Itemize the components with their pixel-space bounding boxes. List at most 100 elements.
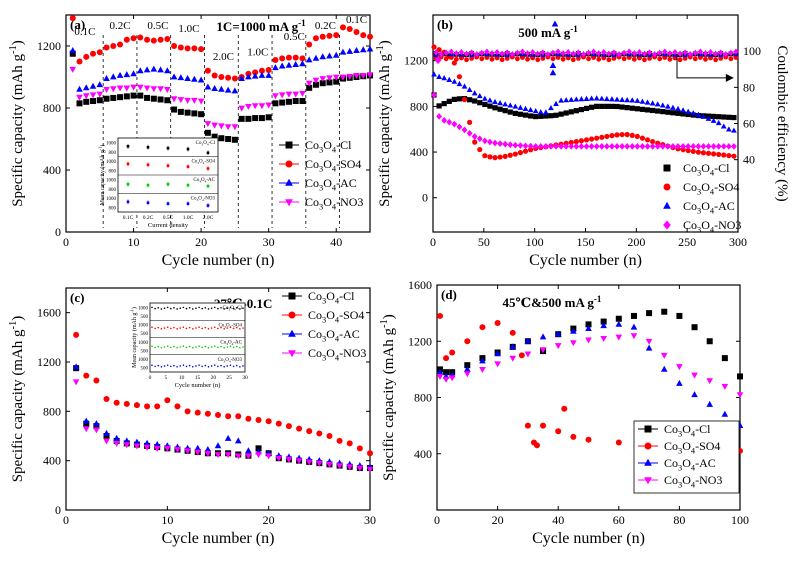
data-point [438,51,444,58]
data-point [573,108,579,114]
inset-point [170,346,172,349]
data-point [103,74,110,81]
data-point [509,329,516,336]
legend: Co3O4-Cl Co3O4-SO4 Co3O4-AC Co3O4-NO3 [282,289,366,363]
data-point [733,48,739,55]
data-point [594,135,600,141]
data-point [130,70,137,77]
inset-x-label: Cycle number (n) [175,382,221,389]
data-point [583,142,590,150]
data-point [599,103,605,109]
data-point [509,355,517,362]
data-point [231,124,239,131]
data-point [539,333,547,340]
inset-y-tick-label: 800 [109,151,117,156]
inset-point [207,328,210,330]
data-point [346,47,354,54]
data-point [524,50,531,57]
data-point [524,422,531,429]
data-point [258,115,265,122]
inset-point [157,306,160,309]
inset-panel-label: Co3O4-Cl [196,141,216,147]
data-point [631,50,637,57]
inset-y-tick-label: 1000 [138,306,149,311]
inset-point [239,365,241,368]
data-point [89,82,97,89]
panel-label: (b) [437,17,453,32]
data-point [662,48,668,55]
inset-point [179,365,182,367]
legend-label: Co3O4-AC [308,327,360,344]
data-point [708,55,713,61]
data-point [568,96,575,102]
data-point [339,48,347,55]
data-point [624,131,630,138]
data-point [624,142,631,150]
data-point [570,340,577,347]
data-point [593,142,600,150]
data-point [441,117,448,124]
data-point [218,74,225,80]
y-tick-label: 800 [414,391,432,405]
data-point [292,98,299,105]
inset-point [204,345,207,348]
capacity-series-Co3O4-Cl [431,92,737,121]
data-point [533,113,539,120]
data-point [130,92,137,99]
x-tick-label: 10 [161,513,173,527]
legend-label: Co3O4-NO3 [664,473,722,490]
data-point [446,98,452,104]
inset-point [163,327,166,329]
data-point [703,56,708,62]
series-Co3O4-SO4 [69,15,373,82]
data-point [177,44,184,51]
data-point [275,455,283,462]
data-point [471,90,478,96]
data-point [211,133,218,140]
data-point [278,92,286,99]
data-point [512,103,519,109]
data-point [164,67,171,74]
data-point [252,69,259,76]
inset-panel-label: Co3O4-AC [220,341,242,347]
data-point [123,400,130,407]
data-point [716,114,722,120]
data-point [601,48,607,56]
data-point [619,142,625,150]
inset-point [223,346,225,349]
x-tick-label: 40 [330,235,342,249]
data-point [103,95,110,102]
data-point [157,36,164,43]
data-point [133,402,140,409]
data-point [733,55,739,60]
data-point [103,429,110,436]
data-point [238,115,245,122]
data-point [137,92,144,99]
inset-point [163,307,166,309]
inset-point [173,364,175,367]
x-tick-label: 50 [478,235,490,249]
data-point [646,310,653,317]
data-point [619,96,625,102]
data-point [691,391,698,398]
data-point [555,428,562,435]
data-point [611,56,617,61]
data-point [191,97,198,104]
data-point [525,56,530,62]
data-point [529,48,536,56]
data-point [299,60,306,67]
data-point [204,83,212,90]
data-point [604,133,610,140]
data-point [626,55,632,60]
data-point [639,106,646,112]
data-point [116,71,124,78]
data-point [359,46,367,53]
data-point [446,118,453,126]
rate-label: 0.1C [74,26,95,38]
data-point [479,324,486,331]
data-point [312,54,320,61]
data-point [336,463,343,470]
inset-point [210,307,213,309]
